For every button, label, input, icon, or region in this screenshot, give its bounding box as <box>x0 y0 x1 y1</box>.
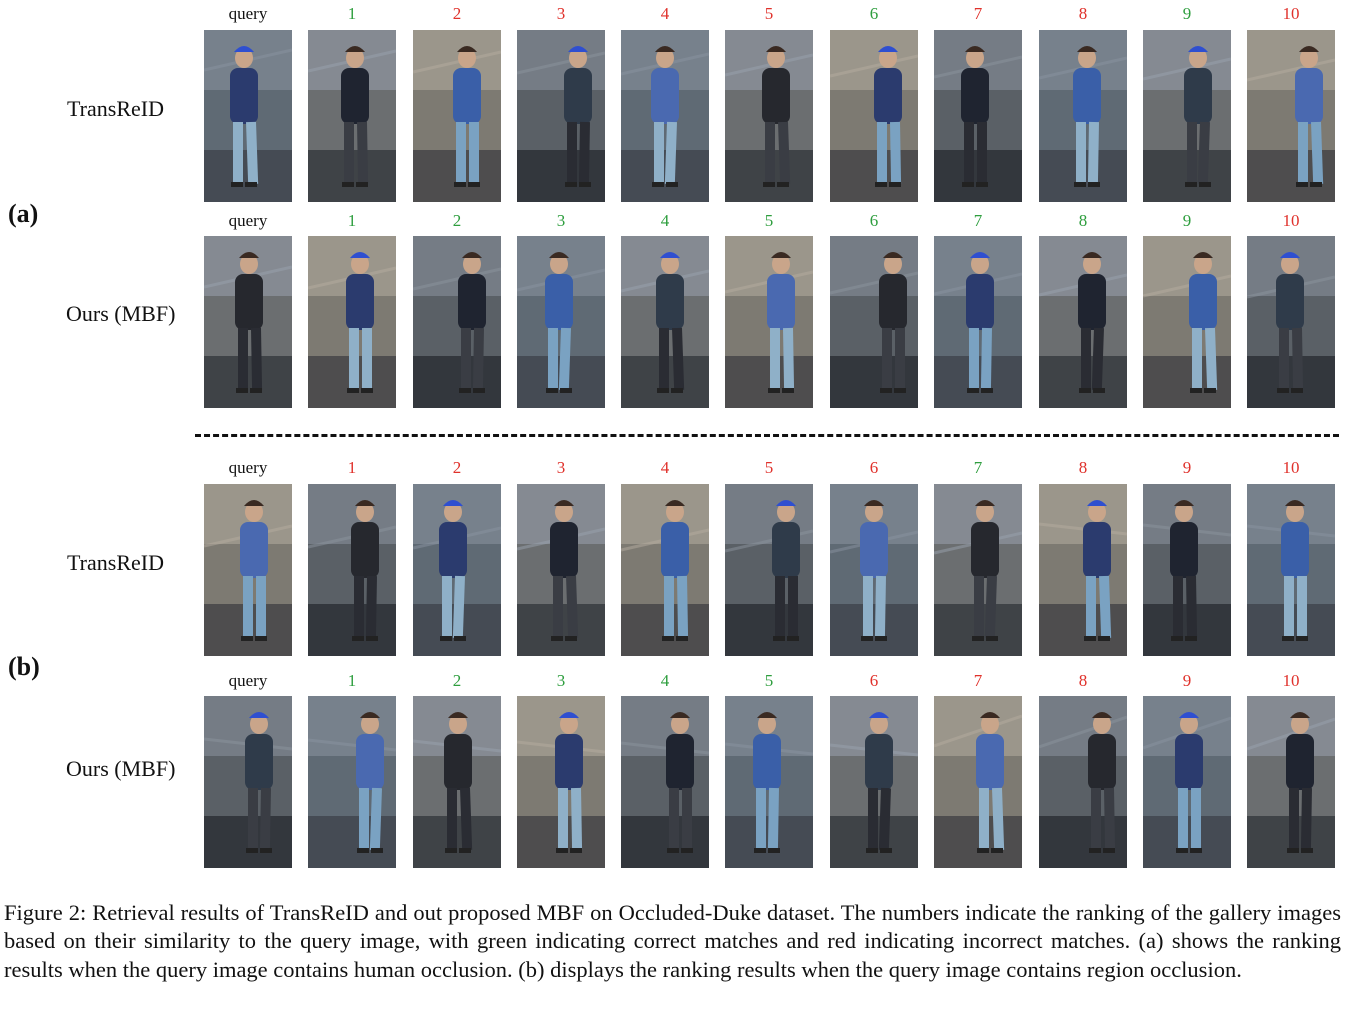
rank-label-correct: 4 <box>660 211 670 230</box>
method-label-b-transreid: TransReID <box>67 550 164 575</box>
rank-label-correct: 1 <box>347 4 357 23</box>
method-label-a-mbf: Ours (MBF) <box>66 301 176 326</box>
query-image <box>204 236 292 408</box>
query-label: query <box>228 4 268 23</box>
gallery-image-rank-10 <box>1247 236 1335 408</box>
rank-label-correct: 9 <box>1182 4 1192 23</box>
gallery-image-rank-1 <box>308 236 396 408</box>
gallery-image-rank-7 <box>934 484 1022 656</box>
method-label-b-mbf: Ours (MBF) <box>66 756 176 781</box>
rank-label-incorrect: 6 <box>869 671 879 690</box>
gallery-image-rank-5 <box>725 236 813 408</box>
gallery-image-rank-3 <box>517 696 605 868</box>
rank-label-incorrect: 7 <box>973 671 983 690</box>
panel-label-a: (a) <box>8 199 39 228</box>
gallery-image-rank-4 <box>621 484 709 656</box>
gallery-image-rank-8 <box>1039 696 1127 868</box>
gallery-image-rank-3 <box>517 236 605 408</box>
gallery-image-rank-8 <box>1039 236 1127 408</box>
gallery-image-rank-6 <box>830 696 918 868</box>
panel-label-b: (b) <box>8 652 40 681</box>
rank-label-incorrect: 2 <box>452 4 462 23</box>
rank-label-correct: 5 <box>764 671 774 690</box>
query-label: query <box>228 211 268 230</box>
query-image <box>204 484 292 656</box>
gallery-image-rank-5 <box>725 696 813 868</box>
rank-label-correct: 7 <box>973 458 983 477</box>
rank-label-correct: 3 <box>556 671 566 690</box>
rank-label-incorrect: 10 <box>1282 4 1300 23</box>
gallery-image-rank-10 <box>1247 696 1335 868</box>
gallery-image-rank-9 <box>1143 30 1231 202</box>
query-image <box>204 30 292 202</box>
gallery-image-rank-2 <box>413 236 501 408</box>
gallery-image-rank-6 <box>830 236 918 408</box>
rank-label-correct: 5 <box>764 211 774 230</box>
gallery-image-rank-10 <box>1247 30 1335 202</box>
rank-label-incorrect: 2 <box>452 458 462 477</box>
rank-label-correct: 8 <box>1078 211 1088 230</box>
gallery-image-rank-1 <box>308 696 396 868</box>
rank-label-correct: 6 <box>869 211 879 230</box>
gallery-image-rank-5 <box>725 484 813 656</box>
gallery-image-rank-9 <box>1143 484 1231 656</box>
gallery-image-rank-2 <box>413 484 501 656</box>
gallery-image-rank-3 <box>517 484 605 656</box>
rank-label-correct: 4 <box>660 671 670 690</box>
gallery-image-rank-4 <box>621 236 709 408</box>
gallery-image-rank-2 <box>413 30 501 202</box>
gallery-image-rank-10 <box>1247 484 1335 656</box>
gallery-image-rank-9 <box>1143 696 1231 868</box>
gallery-image-rank-4 <box>621 30 709 202</box>
rank-label-incorrect: 5 <box>764 458 774 477</box>
gallery-image-rank-1 <box>308 484 396 656</box>
gallery-image-rank-7 <box>934 236 1022 408</box>
rank-label-incorrect: 8 <box>1078 4 1088 23</box>
rank-label-incorrect: 8 <box>1078 671 1088 690</box>
rank-label-correct: 2 <box>452 211 462 230</box>
rank-label-correct: 6 <box>869 4 879 23</box>
rank-label-incorrect: 1 <box>347 458 357 477</box>
rank-label-incorrect: 4 <box>660 4 670 23</box>
rank-label-correct: 1 <box>347 671 357 690</box>
rank-label-incorrect: 10 <box>1282 458 1300 477</box>
query-label: query <box>228 671 268 690</box>
rank-label-correct: 7 <box>973 211 983 230</box>
rank-label-incorrect: 6 <box>869 458 879 477</box>
gallery-image-rank-8 <box>1039 30 1127 202</box>
rank-label-incorrect: 9 <box>1182 671 1192 690</box>
gallery-image-rank-6 <box>830 484 918 656</box>
gallery-image-rank-8 <box>1039 484 1127 656</box>
rank-label-incorrect: 7 <box>973 4 983 23</box>
rank-label-correct: 2 <box>452 671 462 690</box>
rank-label-incorrect: 4 <box>660 458 670 477</box>
gallery-image-rank-5 <box>725 30 813 202</box>
gallery-image-rank-3 <box>517 30 605 202</box>
rank-label-incorrect: 9 <box>1182 458 1192 477</box>
query-label: query <box>228 458 268 477</box>
gallery-image-rank-7 <box>934 30 1022 202</box>
figure-caption: Figure 2: Retrieval results of TransReID… <box>4 900 1341 982</box>
rank-label-incorrect: 3 <box>556 458 566 477</box>
gallery-image-rank-9 <box>1143 236 1231 408</box>
query-image <box>204 696 292 868</box>
rank-label-incorrect: 10 <box>1282 671 1300 690</box>
rank-label-incorrect: 10 <box>1282 211 1300 230</box>
gallery-image-rank-6 <box>830 30 918 202</box>
rank-label-incorrect: 8 <box>1078 458 1088 477</box>
rank-label-correct: 9 <box>1182 211 1192 230</box>
rank-label-correct: 1 <box>347 211 357 230</box>
rank-label-correct: 3 <box>556 211 566 230</box>
panel-divider <box>195 434 1339 437</box>
rank-label-incorrect: 3 <box>556 4 566 23</box>
gallery-image-rank-4 <box>621 696 709 868</box>
gallery-image-rank-1 <box>308 30 396 202</box>
rank-label-incorrect: 5 <box>764 4 774 23</box>
method-label-a-transreid: TransReID <box>67 96 164 121</box>
gallery-image-rank-7 <box>934 696 1022 868</box>
gallery-image-rank-2 <box>413 696 501 868</box>
